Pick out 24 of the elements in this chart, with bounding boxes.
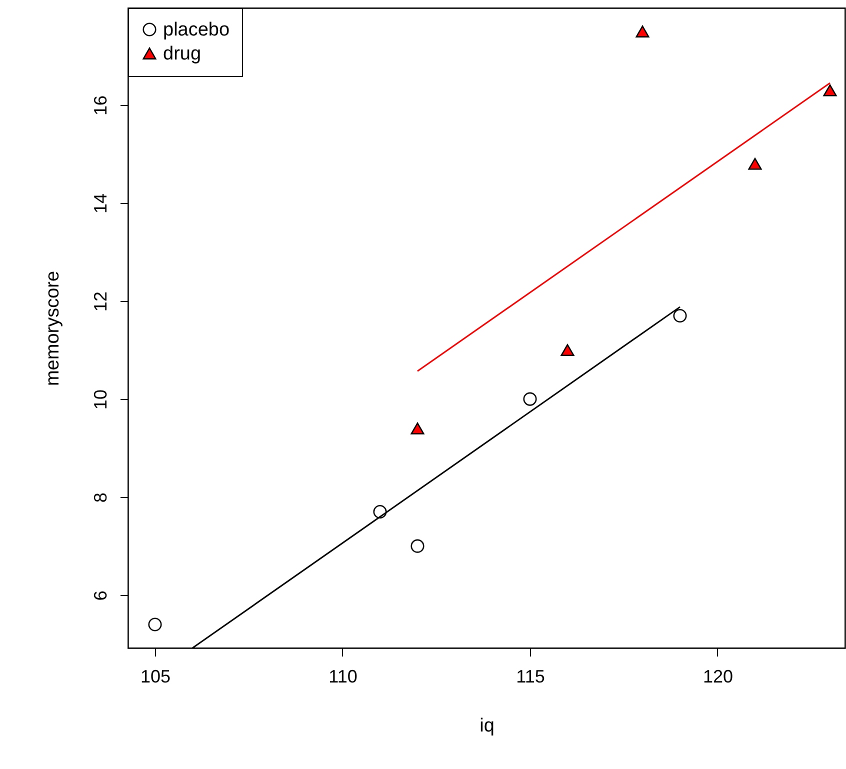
x-tick-label: 115 — [516, 666, 545, 686]
y-tick-label: 16 — [90, 96, 110, 116]
point — [410, 539, 424, 553]
y-tick-label: 12 — [90, 292, 110, 312]
point — [523, 392, 537, 406]
x-axis-title: iq — [480, 716, 494, 736]
point — [823, 84, 837, 96]
point — [148, 618, 162, 632]
y-axis-title: memoryscore — [42, 270, 64, 386]
point — [410, 422, 424, 434]
point — [560, 344, 574, 356]
y-tick-label: 8 — [90, 492, 110, 503]
y-tick-label: 6 — [90, 590, 110, 601]
y-tick-label: 10 — [90, 390, 110, 410]
point — [373, 505, 387, 519]
legend-label: drug — [163, 44, 202, 64]
point — [673, 308, 687, 323]
y-tick-label: 14 — [90, 194, 110, 214]
legend-label: placebo — [163, 20, 230, 40]
point — [636, 26, 650, 38]
x-tick-label: 110 — [328, 666, 358, 686]
x-tick-label: 120 — [702, 666, 734, 686]
point — [748, 158, 762, 170]
x-tick-label: 105 — [140, 666, 171, 686]
